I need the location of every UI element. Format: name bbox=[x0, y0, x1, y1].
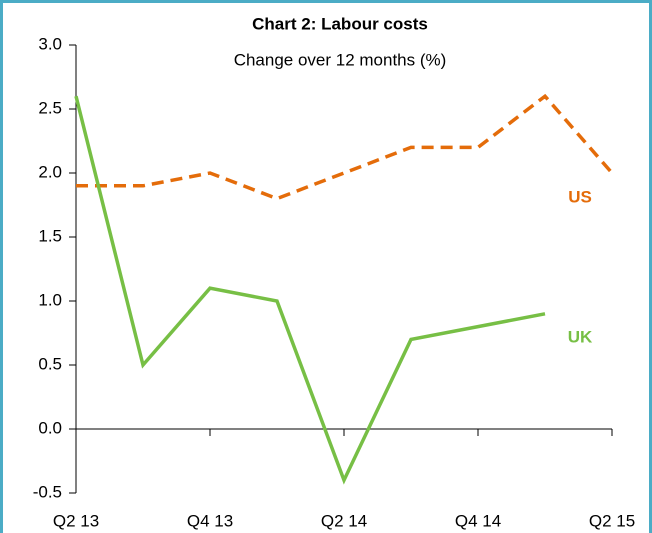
x-tick-label: Q2 14 bbox=[321, 511, 367, 530]
y-tick-label: 0.5 bbox=[38, 354, 62, 373]
y-tick-label: 2.5 bbox=[38, 98, 62, 117]
y-tick-label: -0.5 bbox=[33, 482, 62, 501]
y-tick-label: 1.0 bbox=[38, 290, 62, 309]
chart-title: Chart 2: Labour costs bbox=[252, 14, 428, 33]
y-tick-label: 0.0 bbox=[38, 418, 62, 437]
series-label: UK bbox=[568, 327, 593, 346]
y-tick-label: 2.0 bbox=[38, 162, 62, 181]
x-tick-label: Q2 13 bbox=[53, 511, 99, 530]
chart-subtitle: Change over 12 months (%) bbox=[234, 50, 447, 69]
x-tick-label: Q4 14 bbox=[455, 511, 501, 530]
y-tick-label: 3.0 bbox=[38, 34, 62, 53]
y-tick-label: 1.5 bbox=[38, 226, 62, 245]
x-tick-label: Q2 15 bbox=[589, 511, 635, 530]
x-tick-label: Q4 13 bbox=[187, 511, 233, 530]
series-label: US bbox=[568, 187, 592, 206]
series-line bbox=[74, 95, 546, 485]
